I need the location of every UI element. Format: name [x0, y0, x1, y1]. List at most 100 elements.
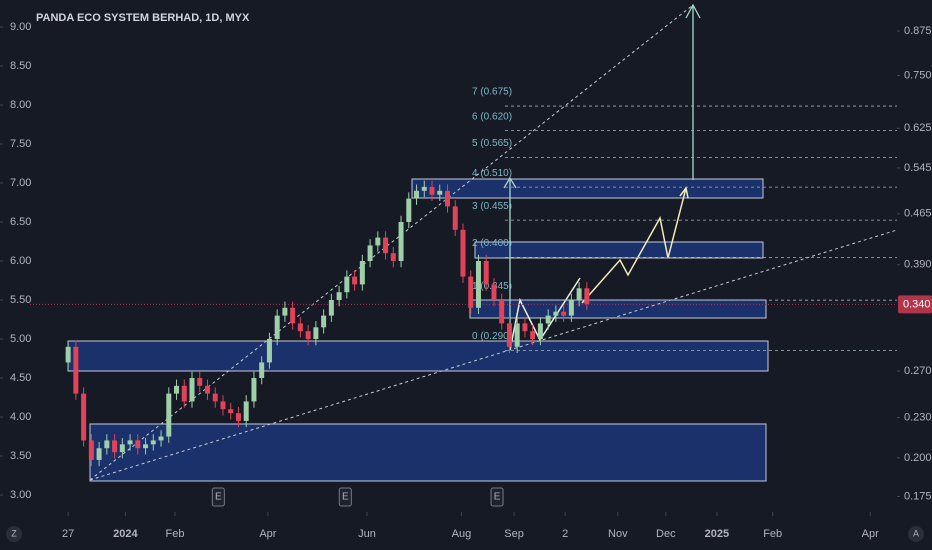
candle-body [282, 307, 288, 316]
candle-body [158, 436, 164, 441]
candle-body [398, 222, 404, 262]
candle-body [383, 237, 389, 254]
x-tick-label: 2 [562, 528, 568, 540]
y-tick-label: 6.00 [10, 255, 31, 267]
arrow-head [685, 3, 701, 19]
candle-body [506, 323, 512, 347]
candle-body [530, 331, 536, 340]
candle-body [297, 323, 303, 332]
candle-body [220, 401, 226, 410]
candle-body [259, 362, 265, 379]
candle-body [204, 385, 210, 394]
x-tick-label: Apr [862, 528, 879, 540]
y2-tick-label: 0.875 [904, 25, 932, 37]
candle-body [429, 186, 435, 195]
y2-tick-label: 0.465 [904, 208, 932, 220]
y-tick-label: 9.00 [10, 21, 31, 33]
candle-body [475, 261, 481, 308]
candle-body [235, 413, 241, 421]
candle-body [88, 440, 94, 460]
fib-label: 3 (0.455) [472, 201, 512, 212]
x-tick-label: Feb [763, 528, 782, 540]
candle-body [189, 378, 195, 402]
candle-body [545, 315, 551, 324]
chart-title: PANDA ECO SYSTEM BERHAD, 1D, MYX [36, 12, 250, 24]
candle-body [150, 440, 156, 445]
y-tick-label: 5.50 [10, 294, 31, 306]
candle-body [290, 307, 296, 324]
candle-body [266, 339, 272, 363]
candle-body [112, 440, 118, 453]
arrow-head [679, 186, 689, 199]
candle-body [584, 288, 590, 304]
arrow-head [503, 176, 517, 189]
candle-body [274, 315, 280, 340]
candle-body [104, 440, 110, 449]
candle-body [65, 346, 71, 363]
fib-label: 5 (0.565) [472, 138, 512, 149]
x-tick-label: 2024 [113, 528, 138, 540]
candle-body [135, 440, 141, 449]
y-tick-label: 5.00 [10, 333, 31, 345]
earnings-marker [211, 487, 225, 507]
candle-body [127, 440, 133, 445]
fib-label: 4 (0.510) [472, 168, 512, 179]
fib-label: 2 (0.400) [472, 238, 512, 249]
candle-body [491, 284, 497, 301]
y2-tick-label: 0.230 [904, 411, 932, 423]
candle-body [344, 276, 350, 293]
candle-body [445, 190, 450, 207]
candle-body [143, 444, 149, 449]
x-tick-label: Sep [504, 528, 524, 540]
candle-body [452, 206, 458, 230]
zone [474, 241, 764, 259]
projection-line [581, 187, 687, 304]
corner-button-label: Z [11, 528, 17, 538]
zones [67, 178, 769, 482]
candle-body [174, 385, 180, 394]
fib-label: 7 (0.675) [472, 87, 512, 98]
candle-body [483, 261, 489, 285]
candle-body [197, 378, 203, 386]
y-tick-label: 8.50 [10, 60, 31, 72]
earnings-label: E [215, 492, 222, 503]
candle-body [243, 401, 249, 421]
zone [411, 178, 764, 199]
candle-body [166, 393, 172, 437]
corner-button-label: A [913, 528, 919, 538]
candle-body [328, 300, 334, 316]
x-tick-label: Feb [165, 528, 184, 540]
candle-body [421, 186, 427, 191]
candle-body [468, 276, 474, 308]
candle-body [576, 288, 582, 301]
candle-body [305, 331, 311, 340]
candle-body [96, 448, 102, 460]
zone [469, 299, 767, 319]
candle-body [561, 311, 567, 316]
candle-body [119, 444, 125, 453]
x-tick-label: Aug [452, 528, 472, 540]
zone [67, 340, 769, 372]
y-tick-label: 7.00 [10, 177, 31, 189]
candle-body [375, 237, 381, 246]
candle-body [460, 229, 466, 277]
y-tick-label: 3.00 [10, 489, 31, 501]
x-tick-label: Dec [656, 528, 676, 540]
candle-body [321, 315, 327, 328]
y-tick-label: 7.50 [10, 138, 31, 150]
candles [65, 180, 590, 467]
candle-body [414, 190, 420, 199]
candle-body [522, 323, 528, 332]
candle-body [568, 300, 574, 316]
zone [89, 423, 767, 482]
candle-body [313, 327, 319, 340]
candle-body [81, 393, 87, 441]
y-tick-label: 6.50 [10, 216, 31, 228]
corner-button [6, 526, 22, 542]
y-tick-label: 4.00 [10, 411, 31, 423]
x-tick-label: Apr [259, 528, 276, 540]
fib-label: 6 (0.620) [472, 111, 512, 122]
last-price-tag [898, 295, 932, 314]
